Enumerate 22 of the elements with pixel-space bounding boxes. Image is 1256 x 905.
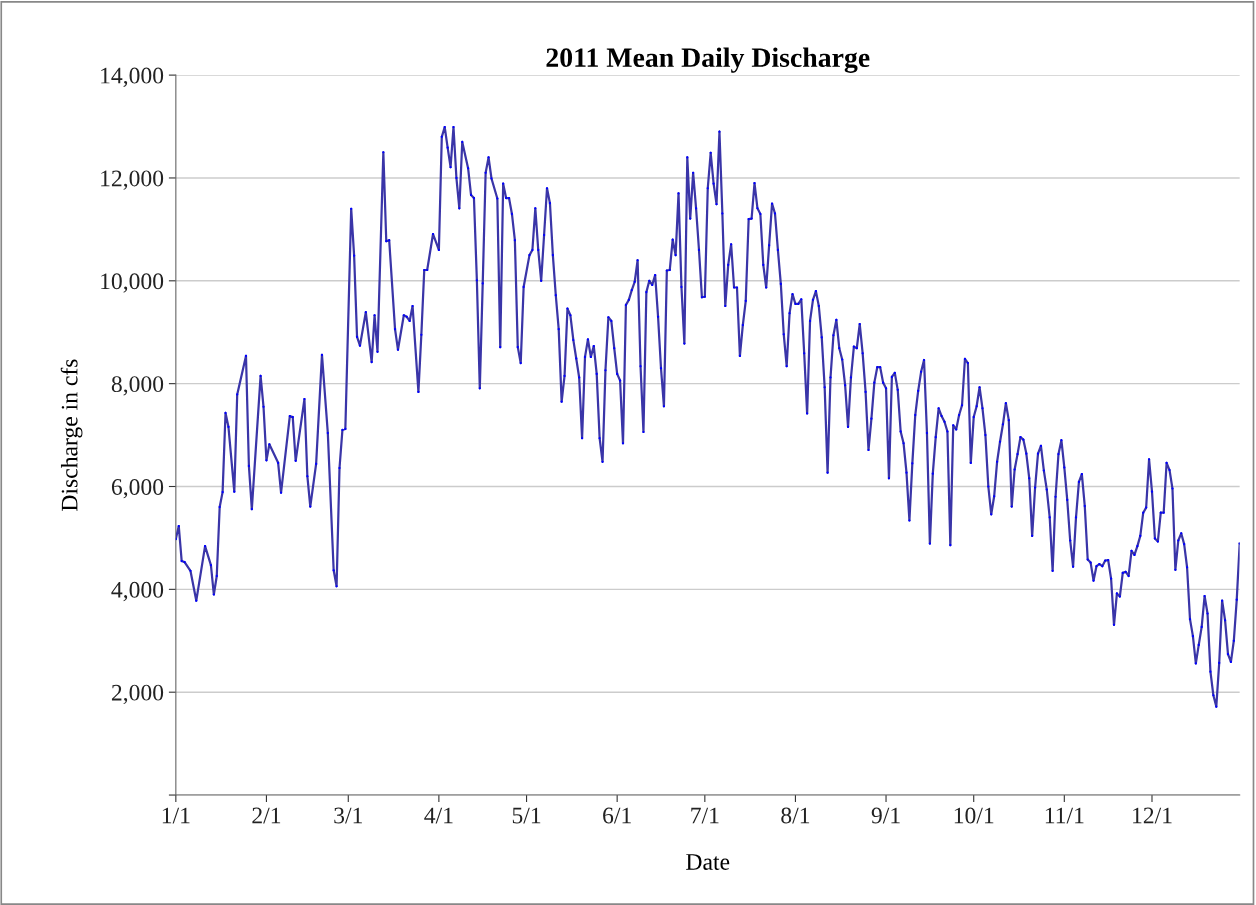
y-tick-label: 8,000	[111, 376, 164, 396]
x-tick-label: 3/1	[334, 807, 362, 824]
x-tick-label: 5/1	[512, 807, 541, 824]
x-tick-label: 7/1	[691, 807, 719, 824]
chart-title: 2011 Mean Daily Discharge	[546, 47, 870, 73]
y-axis-title: Discharge in cfs	[60, 359, 83, 511]
x-tick-label: 6/1	[603, 807, 631, 824]
y-tick-label: 10,000	[101, 273, 164, 293]
x-tick-label: 2/1	[252, 807, 281, 824]
x-tick-label: 8/1	[781, 807, 810, 824]
y-tick-label: 12,000	[101, 170, 164, 190]
x-axis-title: Date	[686, 854, 730, 870]
y-tick-label: 4,000	[111, 581, 164, 602]
x-tick-label: 9/1	[871, 807, 900, 824]
x-tick-label: 1/1	[162, 807, 190, 824]
x-tick-label: 11/1	[1045, 807, 1084, 824]
y-tick-label: 6,000	[111, 478, 164, 499]
x-tick-label: 12/1	[1133, 807, 1172, 824]
x-tick-label: 10/1	[954, 807, 994, 824]
y-tick-label: 14,000	[101, 67, 164, 87]
x-tick-label: 4/1	[424, 807, 453, 824]
y-tick-label: 2,000	[111, 684, 164, 705]
